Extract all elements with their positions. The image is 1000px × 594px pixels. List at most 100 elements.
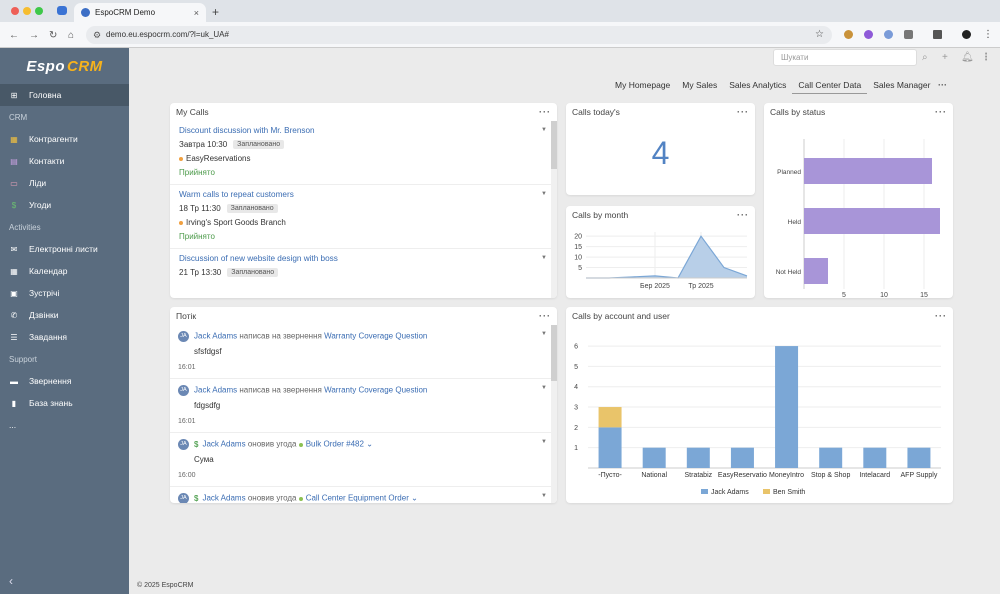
profile-avatar[interactable] (962, 30, 971, 39)
sidebar-item[interactable]: ⊞ Головна (0, 84, 129, 106)
expand-chevron-icon[interactable]: ⌄ (408, 493, 418, 503)
dashboard-tab[interactable]: Call Center Data (792, 79, 868, 94)
collapse-sidebar-icon[interactable]: ‹ (9, 574, 13, 588)
sidebar-item[interactable]: ▦ Календар (0, 260, 129, 282)
scrollbar-thumb[interactable] (551, 325, 557, 381)
scrollbar-track[interactable] (551, 121, 557, 298)
sidebar-item[interactable]: ▮ База знань (0, 392, 129, 414)
sidebar-item[interactable]: $ Угоди (0, 194, 129, 216)
search-input[interactable]: Шукати (773, 49, 917, 66)
panel-menu-icon[interactable]: ··· (737, 210, 749, 220)
bar-segment[interactable] (686, 447, 710, 468)
sidebar-item[interactable]: ▤ Контакти (0, 150, 129, 172)
close-tab-icon[interactable]: × (193, 7, 199, 18)
new-tab-button[interactable]: + (212, 5, 220, 19)
call-account[interactable]: EasyReservations (179, 154, 549, 163)
extension-triangle-icon[interactable] (864, 30, 873, 39)
sidebar-item[interactable]: ... (0, 414, 129, 436)
legend-label[interactable]: Jack Adams (711, 489, 749, 496)
chevron-down-icon[interactable]: ▼ (541, 385, 547, 391)
bar[interactable] (804, 208, 940, 234)
site-settings-icon[interactable]: ⚙ (93, 30, 102, 40)
sidepanel-icon[interactable] (933, 30, 942, 39)
chevron-down-icon[interactable]: ▼ (541, 255, 547, 261)
url-field[interactable]: ⚙ demo.eu.espocrm.com/?l=uk_UA# ☆ (86, 26, 832, 44)
bar-segment[interactable] (907, 447, 931, 468)
extension-cookie-icon[interactable] (844, 30, 853, 39)
envelope-icon: ✉ (10, 244, 18, 254)
dashboard-tab[interactable]: Sales Analytics (729, 80, 787, 90)
chevron-down-icon[interactable]: ▼ (541, 191, 547, 197)
target-link[interactable]: Call Center Equipment Order (305, 493, 409, 503)
bar-segment[interactable] (730, 447, 754, 468)
avatar[interactable]: JA (178, 439, 189, 450)
panel-menu-icon[interactable]: ··· (539, 311, 551, 321)
dashboard-tab[interactable]: My Homepage (615, 80, 671, 90)
minimize-window-button[interactable] (23, 7, 31, 15)
call-title-link[interactable]: Discount discussion with Mr. Brenson (179, 126, 315, 135)
dashboard-tab[interactable]: Sales Manager (873, 80, 931, 90)
maximize-window-button[interactable] (35, 7, 43, 15)
forward-icon[interactable]: → (29, 30, 39, 41)
user-link[interactable]: Jack Adams (194, 331, 238, 341)
sidebar-item[interactable]: ▭ Ліди (0, 172, 129, 194)
avatar[interactable]: JA (178, 493, 189, 503)
expand-chevron-icon[interactable]: ⌄ (363, 439, 373, 449)
bar-segment[interactable] (598, 407, 622, 428)
target-link[interactable]: Warranty Coverage Question (324, 331, 428, 341)
bar-segment[interactable] (598, 427, 622, 468)
sidebar-item[interactable]: ✉ Електронні листи (0, 238, 129, 260)
app-logo[interactable]: Espo CRM (0, 48, 129, 84)
avatar[interactable]: JA (178, 385, 189, 396)
sidebar-item[interactable]: ▬ Звернення (0, 370, 129, 392)
chevron-down-icon[interactable]: ▼ (541, 127, 547, 133)
call-title-link[interactable]: Warm calls to repeat customers (179, 190, 294, 199)
extension-circle-icon[interactable] (884, 30, 893, 39)
browser-tab[interactable]: EspoCRM Demo × (74, 3, 206, 22)
scrollbar-thumb[interactable] (551, 121, 557, 169)
dashboard-tabs-more-icon[interactable]: ··· (938, 80, 947, 90)
bar-segment[interactable] (819, 447, 843, 468)
panel-menu-icon[interactable]: ··· (935, 107, 947, 117)
back-icon[interactable]: ← (9, 30, 19, 41)
target-link[interactable]: Bulk Order #482 (305, 439, 364, 449)
panel-menu-icon[interactable]: ··· (737, 107, 749, 117)
sidebar-item[interactable]: ▦ Контрагенти (0, 128, 129, 150)
chevron-down-icon[interactable]: ▼ (541, 331, 547, 337)
close-window-button[interactable] (11, 7, 19, 15)
bar[interactable] (804, 258, 828, 284)
user-menu-icon[interactable]: ⋮ (981, 52, 991, 63)
notifications-bell-icon[interactable]: 🔔︎ (961, 52, 974, 63)
browser-menu-icon[interactable]: ⋮ (983, 29, 993, 40)
sidebar-item[interactable]: ▣ Зустрічі (0, 282, 129, 304)
panel-menu-icon[interactable]: ··· (935, 311, 947, 321)
tab-group-icon[interactable] (57, 6, 67, 15)
legend-label[interactable]: Ben Smith (773, 489, 805, 496)
panel-title: Calls today's (572, 107, 620, 117)
sidebar-item[interactable]: ✆ Дзвінки (0, 304, 129, 326)
chevron-down-icon[interactable]: ▼ (541, 439, 547, 445)
chevron-down-icon[interactable]: ▼ (541, 493, 547, 499)
user-link[interactable]: Jack Adams (202, 439, 246, 449)
bar-segment[interactable] (863, 447, 887, 468)
user-link[interactable]: Jack Adams (202, 493, 246, 503)
avatar[interactable]: JA (178, 331, 189, 342)
user-link[interactable]: Jack Adams (194, 385, 238, 395)
scrollbar-track[interactable] (551, 325, 557, 503)
panel-menu-icon[interactable]: ··· (539, 107, 551, 117)
sidebar-item[interactable]: ☰ Завдання (0, 326, 129, 348)
dashboard-tab[interactable]: My Sales (682, 80, 718, 90)
bar[interactable] (804, 158, 932, 184)
target-link[interactable]: Warranty Coverage Question (324, 385, 428, 395)
call-account[interactable]: Irving's Sport Goods Branch (179, 218, 549, 227)
bookmark-star-icon[interactable]: ☆ (815, 29, 824, 40)
add-icon[interactable]: + (942, 52, 948, 63)
call-title-link[interactable]: Discussion of new website design with bo… (179, 254, 338, 263)
bar-segment[interactable] (642, 447, 666, 468)
extensions-puzzle-icon[interactable] (904, 30, 913, 39)
bar-segment[interactable] (775, 346, 799, 468)
url-text: demo.eu.espocrm.com/?l=uk_UA# (106, 30, 229, 39)
home-icon[interactable]: ⌂ (68, 30, 75, 41)
reload-icon[interactable]: ↻ (49, 30, 58, 41)
search-icon[interactable]: ⌕ (922, 52, 928, 63)
